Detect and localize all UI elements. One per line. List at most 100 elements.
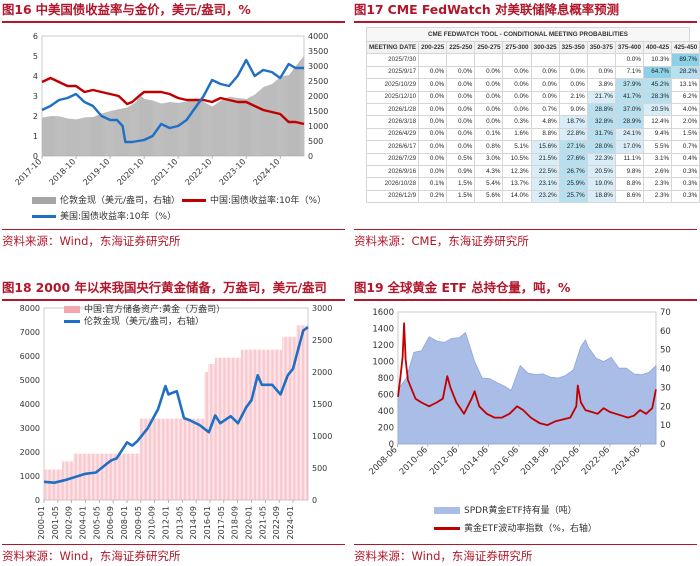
fig18-reserve-bar [155, 418, 157, 500]
fig17-probability-cell: 21.5% [530, 152, 560, 166]
fig16-gold-bar [245, 98, 246, 156]
fig17-probability-cell: 4.3% [474, 164, 504, 179]
fig18-reserve-bar [108, 453, 110, 500]
fig18-reserve-bar [267, 349, 268, 500]
fig16-gold-bar [279, 76, 281, 156]
fig16-legend: 伦敦金现（美元/盎司，右轴） 中国:国债收益率:10年（%） 美国:国债收益率:… [32, 193, 348, 223]
fig17-probability-cell: 0.0% [474, 78, 504, 92]
fig16-gold-bar [82, 117, 84, 156]
fig17-title-rule [354, 21, 697, 23]
fig19-y-right-tick-1: 10 [660, 421, 671, 431]
fig18-reserve-bar [128, 453, 129, 500]
fig16-gold-bar [68, 118, 70, 156]
fig18-reserve-bar [292, 336, 294, 500]
fig18-reserve-bar [229, 357, 231, 500]
fig16-gold-bar [109, 111, 111, 156]
fig18-reserve-bar [234, 357, 236, 500]
fig16-gold-bar [151, 100, 152, 156]
fig19-number: 图19 [354, 280, 384, 295]
fig18-reserve-bar [145, 418, 146, 500]
fig16-gold-bar [291, 71, 292, 156]
fig18-reserve-bar [273, 349, 275, 500]
fig18-reserve-bar [270, 349, 272, 500]
fig18-reserve-bar [88, 453, 89, 500]
fig18-reserve-bar [149, 418, 150, 500]
fig17-header-cell: 300-325 [530, 40, 560, 55]
fig17-probability-cell: 45.2% [642, 78, 673, 92]
fig17-probability-cell: 0.0% [446, 78, 476, 92]
fig18-y-left-tick-4: 4000 [20, 400, 40, 409]
fig18-reserve-bar [172, 418, 173, 500]
fig17-probability-cell: 2.0% [671, 115, 700, 129]
fig17-probability-cell: 20.5% [642, 102, 673, 117]
fig17-probability-cell: 7.1% [614, 65, 645, 80]
fig16-gold-bar [271, 84, 273, 156]
fig16-gold-bar [221, 100, 223, 156]
fig17-probability-cell: 22.5% [530, 164, 560, 179]
fig18-reserve-bar [104, 453, 106, 500]
fig17-table-body: 2025/7/30 0.0% 10.3% 89.7% 2025/9/17 0.0% 0.0%… [365, 53, 700, 204]
fig18-reserve-bar [152, 418, 154, 500]
fig18-reserve-bar [307, 325, 308, 500]
fig18-reserve-bar [251, 349, 253, 500]
fig18-plot-frame [43, 307, 309, 501]
fig16-gold-bar [289, 74, 290, 156]
fig16-gold-bar [253, 95, 255, 156]
fig18-legend-swatch-reserve [64, 306, 80, 313]
fig17-probability-cell: 0.3% [502, 115, 532, 129]
fig18-reserve-bar [171, 418, 172, 500]
fig18-reserve-bar [206, 372, 207, 500]
fig16-gold-bar [210, 105, 212, 156]
fig18-reserve-bar [242, 349, 243, 500]
fig18-reserve-bar [187, 418, 189, 500]
fig17-probability-cell: 8.6% [614, 189, 645, 204]
fig18-reserve-bar [114, 453, 115, 500]
fig16-gold-bar [141, 96, 142, 156]
fig16-gold-bar [166, 102, 168, 156]
fig16-gold-bar [242, 98, 243, 156]
fig18-reserve-bar [215, 357, 216, 500]
fig16-gold-bar [107, 111, 109, 156]
fig16-gold-bar [200, 100, 201, 156]
fig16-gold-bar [257, 92, 259, 156]
fig17-probability-cell: 18.8% [586, 189, 616, 204]
fig18-y-right-tick-2: 1000 [312, 432, 332, 441]
fig16-gold-bar [75, 119, 77, 156]
fig17-probability-cell: 0.0% [474, 90, 504, 104]
fig18-reserve-bar [232, 357, 233, 500]
fig16-title-bar: 图16 中美国债收益率与金价，美元/盎司，% [2, 0, 348, 19]
fig18-y-left-tick-5: 5000 [20, 376, 40, 385]
fig16-gold-bar [83, 117, 85, 156]
fig17-header-cell: 200-225 [418, 40, 448, 55]
fig17-probability-cell: 15.6% [530, 140, 560, 154]
fig18-reserve-bar [111, 453, 113, 500]
fig17-source-rule [354, 229, 697, 230]
fig16-gold-bar [45, 117, 46, 156]
fig16-title: 中美国债收益率与金价，美元/盎司，% [35, 2, 251, 17]
fig18-reserve-bar [226, 357, 228, 500]
fig16-gold-bar [100, 113, 101, 156]
fig16-y-right-tick-2: 1000 [308, 122, 328, 131]
fig16-source: 资料来源：Wind，东海证券研究所 [2, 234, 181, 248]
fig16-gold-bar [105, 112, 107, 156]
fig17-probability-cell: 0.0% [614, 53, 645, 67]
fig18-reserve-bar [160, 418, 162, 500]
fig18-reserve-bar [302, 325, 303, 500]
fig18-reserve-bar [296, 325, 298, 500]
fig16-gold-bar [179, 102, 181, 156]
fig18-legend-item-gold: 伦敦金现（美元/盎司，右轴） [64, 314, 204, 327]
fig16-gold-bar [212, 106, 214, 156]
panel-fig19: 图19 全球黄金 ETF 总持仓量，吨，% 0 200 400 600 800 1000 12… [354, 278, 700, 566]
fig18-reserve-bar [117, 453, 119, 500]
fig18-reserve-bar [200, 418, 202, 500]
fig17-probability-cell: 28.3% [642, 90, 673, 104]
fig17-table-row: 2026/4/29 0.0% 0.0% 0.1% 1.6% 8.8% 22.8% 31.7% 2… [365, 127, 700, 142]
fig18-reserve-bar [123, 453, 124, 500]
fig17-probability-cell: 41.7% [614, 90, 645, 104]
fig16-gold-bar [67, 118, 69, 156]
fig18-y-left-tick-3: 3000 [20, 424, 40, 433]
fig16-gold-bar [302, 57, 304, 156]
fig17-probability-cell [586, 53, 616, 67]
fig18-reserve-bar [130, 453, 132, 500]
fig16-gold-bar [276, 79, 278, 156]
